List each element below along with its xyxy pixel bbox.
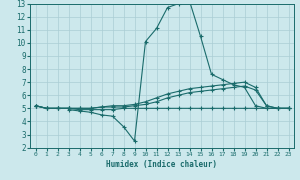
X-axis label: Humidex (Indice chaleur): Humidex (Indice chaleur) [106, 159, 218, 168]
